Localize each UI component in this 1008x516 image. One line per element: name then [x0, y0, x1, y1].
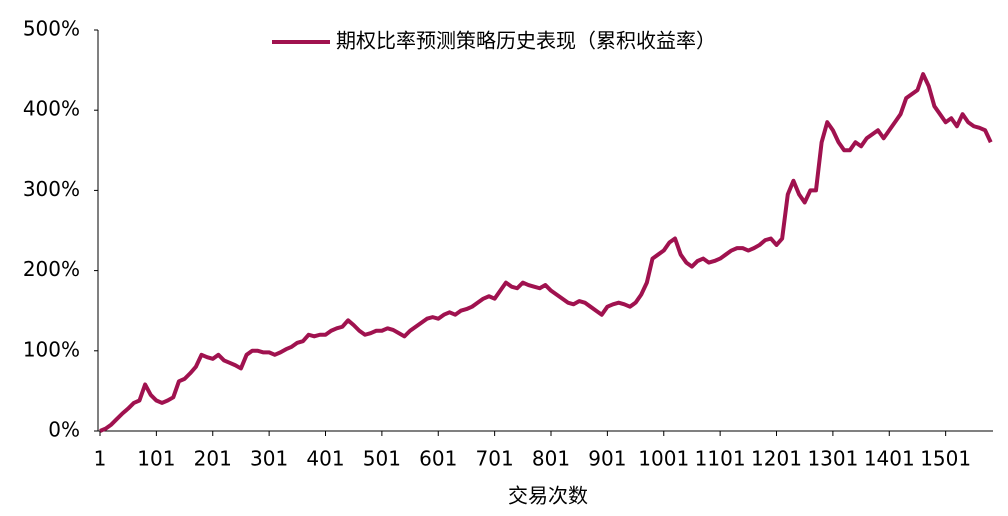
x-tick-label: 401	[306, 447, 344, 471]
y-tick-label: 100%	[23, 337, 80, 361]
y-tick-label: 200%	[23, 257, 80, 281]
x-tick-label: 601	[419, 447, 457, 471]
series-line	[99, 72, 993, 433]
x-tick-label: 201	[194, 447, 232, 471]
x-tick-label: 1201	[751, 447, 802, 471]
x-axis-label: 交易次数	[508, 484, 588, 508]
x-tick-label: 1501	[920, 447, 971, 471]
x-tick-label: 301	[250, 447, 288, 471]
x-tick-label: 701	[476, 447, 514, 471]
y-tick-label: 400%	[23, 97, 80, 121]
legend-label: 期权比率预测策略历史表现（累积收益率）	[336, 29, 716, 53]
x-tick-label: 801	[532, 447, 570, 471]
x-tick-label: 1001	[638, 447, 689, 471]
y-tick-label: 500%	[23, 17, 80, 41]
x-tick-label: 1101	[695, 447, 746, 471]
x-tick-label: 501	[363, 447, 401, 471]
x-tick-label: 901	[588, 447, 626, 471]
y-tick-label: 0%	[48, 418, 80, 442]
x-tick-label: 1	[94, 447, 107, 471]
x-tick-label: 1301	[807, 447, 858, 471]
x-tick-label: 1401	[864, 447, 915, 471]
x-tick-label: 101	[137, 447, 175, 471]
y-tick-label: 300%	[23, 177, 80, 201]
